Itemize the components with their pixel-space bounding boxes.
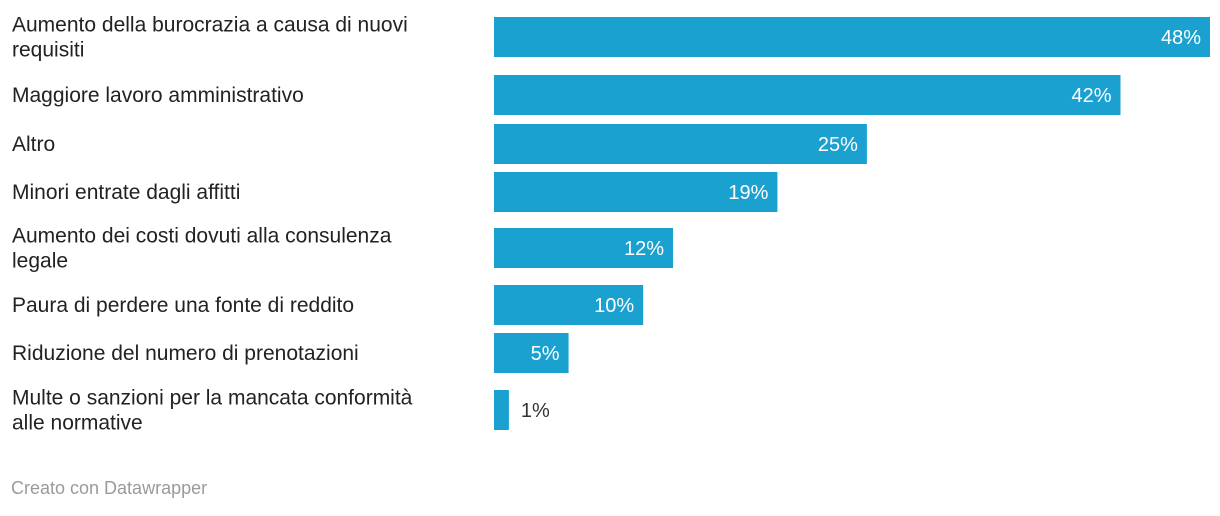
- category-label-line: Aumento della burocrazia a causa di nuov…: [12, 14, 408, 37]
- value-label: 25%: [818, 134, 858, 156]
- bar: [494, 285, 644, 325]
- category-label: Maggiore lavoro amministrativo: [12, 84, 304, 107]
- category-label: Minori entrate dagli affitti: [12, 181, 240, 204]
- category-label: Altro: [12, 133, 55, 156]
- category-label-line: requisiti: [12, 39, 84, 62]
- category-label-line: Paura di perdere una fonte di reddito: [12, 294, 354, 317]
- value-label: 12%: [624, 238, 664, 260]
- value-label: 1%: [521, 400, 550, 422]
- category-label: Aumento della burocrazia a causa di nuov…: [12, 14, 408, 62]
- value-label: 48%: [1161, 27, 1201, 49]
- bar-chart: Aumento della burocrazia a causa di nuov…: [12, 14, 1210, 435]
- bar: [494, 124, 867, 164]
- category-label: Riduzione del numero di prenotazioni: [12, 342, 359, 365]
- category-label-line: Aumento dei costi dovuti alla consulenza: [12, 225, 392, 248]
- value-label: 42%: [1071, 85, 1111, 107]
- category-label-line: Maggiore lavoro amministrativo: [12, 84, 304, 107]
- category-label-line: Riduzione del numero di prenotazioni: [12, 342, 359, 365]
- category-label: Multe o sanzioni per la mancata conformi…: [12, 387, 413, 435]
- category-label-line: legale: [12, 250, 68, 273]
- bar: [494, 75, 1121, 115]
- value-label: 10%: [594, 295, 634, 317]
- category-label-line: Altro: [12, 133, 55, 156]
- category-label-line: Multe o sanzioni per la mancata conformi…: [12, 387, 413, 410]
- category-label-line: Minori entrate dagli affitti: [12, 181, 240, 204]
- bar: [494, 390, 509, 430]
- category-label-line: alle normative: [12, 412, 143, 435]
- footer-credit: Creato con Datawrapper: [11, 478, 208, 498]
- bar: [494, 228, 673, 268]
- value-label: 5%: [531, 343, 560, 365]
- bar: [494, 17, 1210, 57]
- category-label: Aumento dei costi dovuti alla consulenza…: [12, 225, 392, 273]
- value-label: 19%: [728, 182, 768, 204]
- category-label: Paura di perdere una fonte di reddito: [12, 294, 354, 317]
- bar: [494, 172, 778, 212]
- bar: [494, 333, 569, 373]
